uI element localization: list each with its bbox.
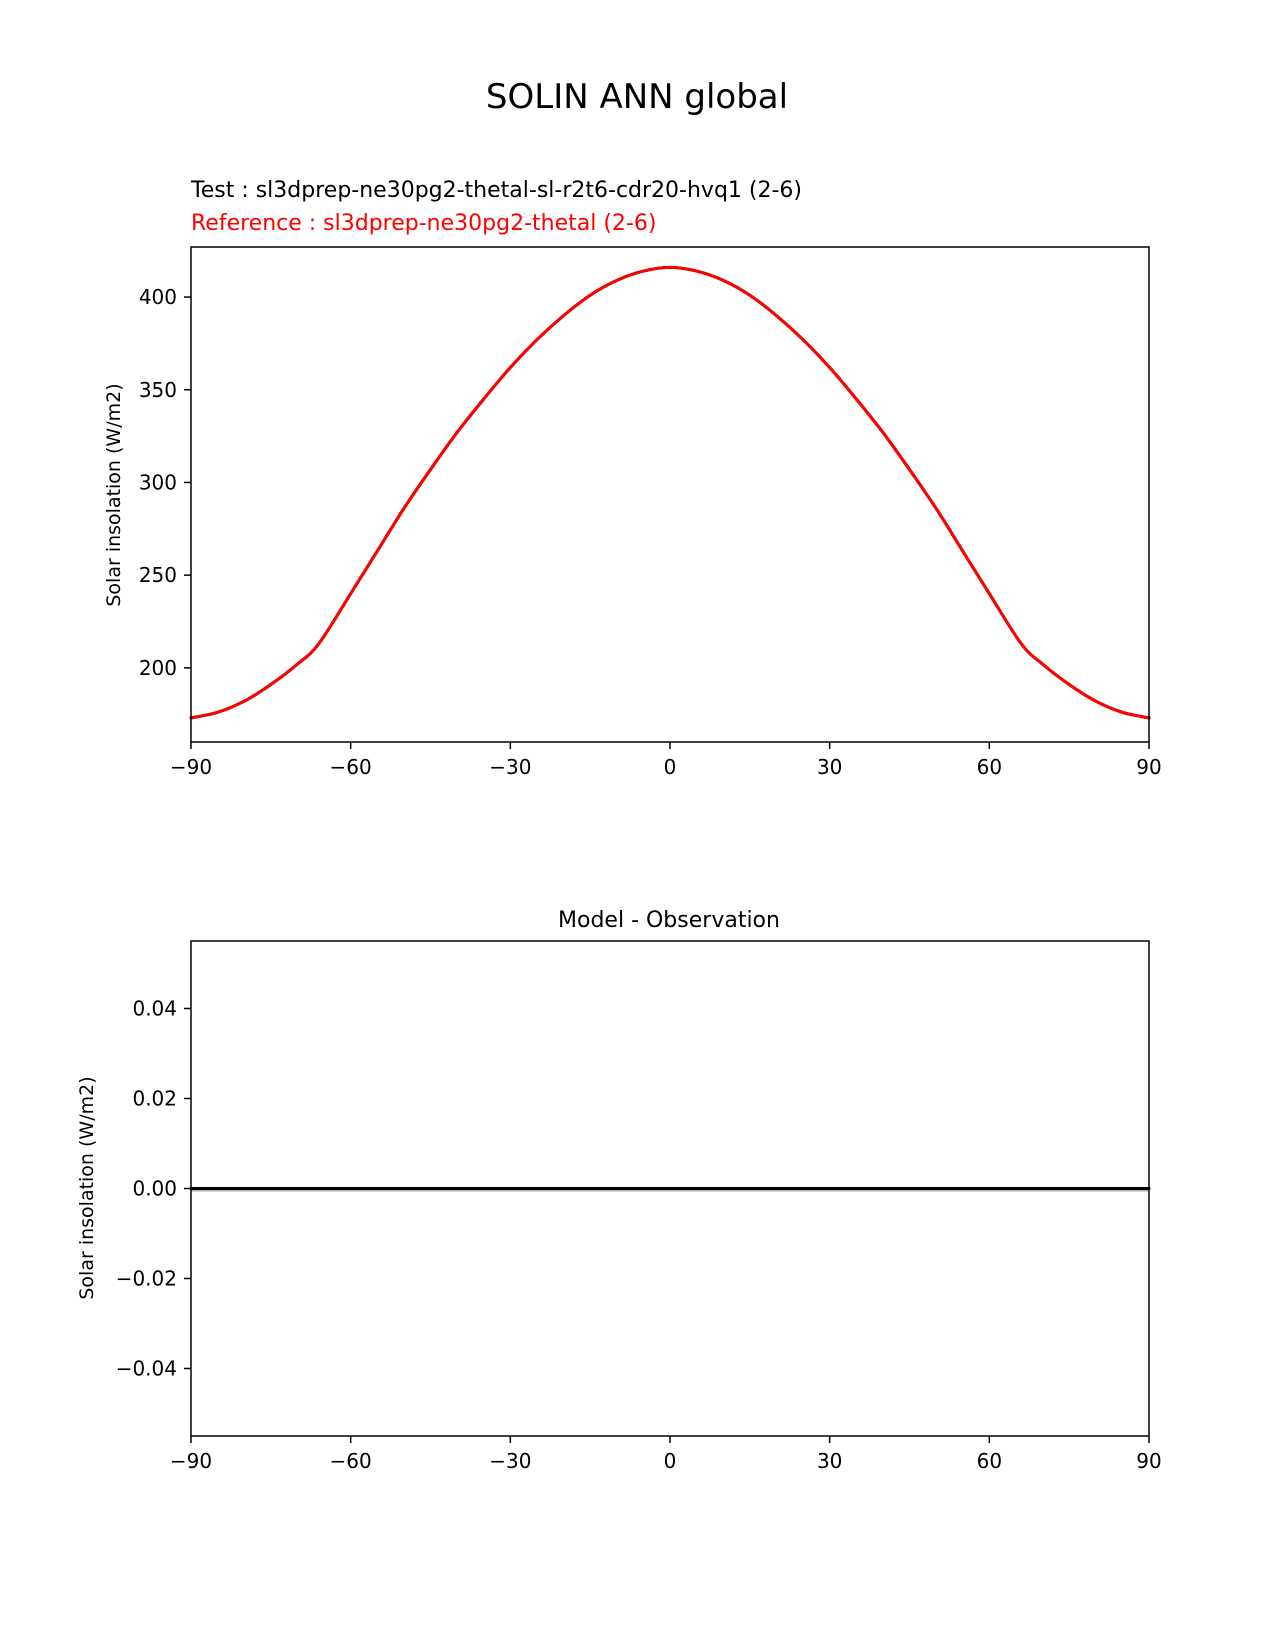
bottom-x-tick-label: −30 <box>489 1449 531 1473</box>
top-ticks-group: −90 −60 −30 0 30 60 90 200 250 300 350 400 <box>139 285 1162 779</box>
bottom-y-axis-label: Solar insolation (W/m2) <box>76 1076 98 1299</box>
bottom-plot-frame <box>190 940 1150 1437</box>
bottom-x-tick-label: 60 <box>977 1449 1002 1473</box>
bottom-y-tick-label: −0.04 <box>116 1357 177 1381</box>
top-plot-frame <box>190 246 1150 743</box>
bottom-x-tick-label: 90 <box>1136 1449 1161 1473</box>
test-label: Test : sl3dprep-ne30pg2-thetal-sl-r2t6-c… <box>190 178 802 203</box>
top-series-line-1 <box>189 265 1151 720</box>
top-y-tick-label: 400 <box>139 285 177 309</box>
figure-title: SOLIN ANN global <box>486 77 788 117</box>
top-x-tick-label: −60 <box>330 755 372 779</box>
bottom-panel: Model - Observation Solar insolation (W/… <box>76 908 1162 1473</box>
top-series-group <box>189 265 1151 720</box>
top-x-tick-label: −90 <box>170 755 212 779</box>
bottom-y-tick-label: −0.02 <box>116 1267 177 1291</box>
bottom-x-tick-label: 30 <box>817 1449 842 1473</box>
top-panel: Test : sl3dprep-ne30pg2-thetal-sl-r2t6-c… <box>103 178 1162 779</box>
bottom-y-tick-label: 0.02 <box>132 1087 177 1111</box>
bottom-title: Model - Observation <box>558 908 780 933</box>
reference-label: Reference : sl3dprep-ne30pg2-thetal (2-6… <box>191 211 656 236</box>
bottom-y-tick-label: 0.04 <box>132 997 177 1021</box>
top-y-tick-label: 250 <box>139 563 177 587</box>
top-x-tick-label: 60 <box>977 755 1002 779</box>
top-y-tick-label: 350 <box>139 378 177 402</box>
bottom-y-tick-label: 0.00 <box>132 1177 177 1201</box>
bottom-series-group <box>189 1187 1151 1192</box>
top-x-tick-label: −30 <box>489 755 531 779</box>
top-y-axis-label: Solar insolation (W/m2) <box>103 383 125 606</box>
bottom-x-tick-label: −90 <box>170 1449 212 1473</box>
bottom-ticks-group: −90 −60 −30 0 30 60 90 −0.04 −0.02 0.00 0.02 0.04 <box>116 997 1162 1474</box>
top-y-tick-label: 300 <box>139 470 177 494</box>
bottom-x-tick-label: 0 <box>664 1449 677 1473</box>
top-x-tick-label: 0 <box>664 755 677 779</box>
top-x-tick-label: 90 <box>1136 755 1161 779</box>
bottom-x-tick-label: −60 <box>330 1449 372 1473</box>
top-y-tick-label: 200 <box>139 656 177 680</box>
top-x-tick-label: 30 <box>817 755 842 779</box>
